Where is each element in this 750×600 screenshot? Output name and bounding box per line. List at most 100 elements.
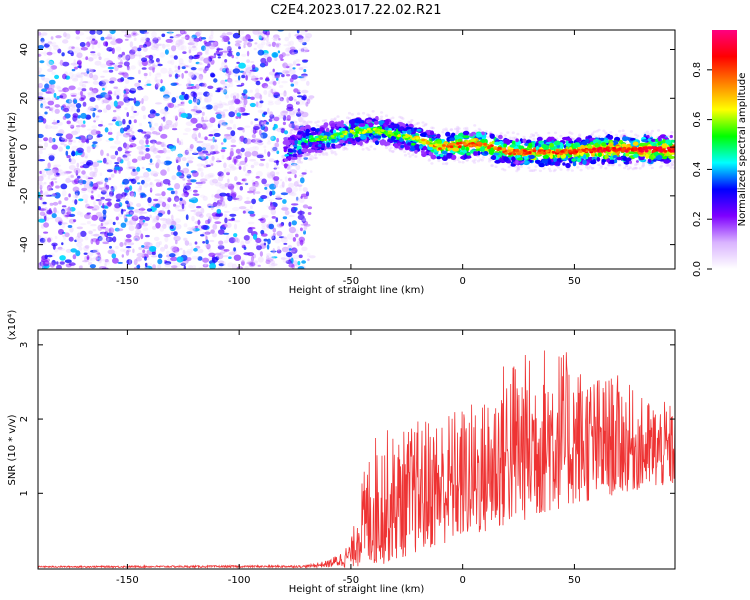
heatmap-cell: [217, 229, 225, 235]
heatmap-cell: [101, 80, 107, 83]
heatmap-cell: [84, 138, 89, 142]
heatmap-cell: [47, 169, 54, 175]
heatmap-cell: [62, 73, 67, 80]
heatmap-cell: [48, 42, 54, 45]
heatmap-cell: [281, 205, 287, 209]
heatmap-cell: [350, 113, 354, 116]
heatmap-cell: [114, 166, 121, 171]
heatmap-cell: [501, 167, 505, 171]
heatmap-cell: [220, 115, 226, 119]
heatmap-cell: [201, 37, 207, 40]
heatmap-cell: [258, 163, 264, 167]
heatmap-cell: [254, 260, 258, 264]
heatmap-cell: [170, 265, 178, 269]
heatmap-cell: [162, 147, 167, 154]
heatmap-cell: [161, 207, 165, 213]
heatmap-cell: [445, 162, 449, 165]
heatmap-cell: [174, 195, 180, 202]
heatmap-cell: [175, 205, 181, 208]
heatmap-cell: [233, 247, 237, 252]
heatmap-cell: [306, 252, 311, 258]
heatmap-cell: [228, 82, 234, 88]
heatmap-cell: [145, 147, 150, 152]
heatmap-cell: [298, 254, 303, 259]
heatmap-cell: [72, 105, 76, 109]
heatmap-cell: [205, 144, 213, 151]
heatmap-cell: [88, 57, 94, 62]
heatmap-cell: [175, 239, 178, 245]
heatmap-cell: [104, 93, 110, 100]
heatmap-cell: [51, 121, 59, 125]
heatmap-cell: [38, 83, 43, 88]
heatmap-cell: [424, 123, 428, 127]
heatmap-cell: [614, 158, 618, 164]
heatmap-cell: [282, 216, 288, 220]
heatmap-cell: [61, 208, 66, 215]
heatmap-cell: [85, 81, 91, 84]
heatmap-cell: [60, 142, 65, 145]
heatmap-cell: [128, 225, 135, 232]
heatmap-cell: [276, 230, 283, 237]
heatmap-cell: [98, 236, 106, 242]
heatmap-cell: [241, 53, 247, 57]
heatmap-cell: [258, 129, 262, 136]
heatmap-cell: [222, 50, 229, 53]
heatmap-cell: [76, 54, 80, 58]
heatmap-cell: [261, 82, 269, 89]
heatmap-cell: [190, 109, 194, 112]
heatmap-cell: [191, 215, 195, 222]
heatmap-cell: [599, 164, 604, 168]
heatmap-cell: [289, 129, 293, 132]
heatmap-cell: [225, 94, 229, 99]
heatmap-cell: [236, 266, 243, 269]
heatmap-cell: [216, 208, 222, 214]
heatmap-cell: [84, 236, 89, 241]
heatmap-cell: [167, 47, 170, 51]
heatmap-cell: [645, 153, 649, 159]
heatmap-cell: [124, 78, 130, 85]
heatmap-cell: [54, 104, 61, 108]
heatmap-cell: [82, 101, 87, 107]
heatmap-cell: [110, 155, 116, 160]
heatmap-cell: [211, 155, 215, 161]
heatmap-cell: [52, 201, 59, 206]
heatmap-cell: [473, 158, 477, 162]
heatmap-cell: [245, 170, 253, 175]
heatmap-cell: [243, 44, 246, 49]
heatmap-cell: [106, 60, 114, 67]
heatmap-cell: [277, 50, 281, 54]
heatmap-cell: [123, 88, 130, 92]
heatmap-cell: [338, 127, 346, 131]
heatmap-cell: [95, 238, 100, 245]
heatmap-cell: [203, 40, 207, 44]
heatmap-cell: [210, 144, 215, 150]
heatmap-cell: [153, 236, 160, 241]
heatmap-cell: [648, 159, 652, 163]
heatmap-cell: [99, 199, 104, 203]
heatmap-cell: [53, 164, 57, 168]
heatmap-cell: [157, 264, 162, 269]
heatmap-cell: [71, 150, 76, 157]
heatmap-cell: [288, 248, 292, 251]
heatmap-cell: [462, 130, 470, 136]
heatmap-cell: [296, 196, 299, 201]
heatmap-cell: [576, 157, 582, 163]
heatmap-cell: [470, 138, 477, 142]
heatmap-cell: [235, 56, 238, 59]
heatmap-cell: [196, 92, 203, 96]
heatmap-cell: [614, 133, 619, 137]
heatmap-cell: [334, 153, 338, 156]
heatmap-cell: [598, 146, 603, 150]
heatmap-cell: [150, 170, 158, 176]
heatmap-cell: [67, 175, 75, 179]
heatmap-cell: [181, 203, 185, 210]
heatmap-cell: [50, 125, 59, 130]
heatmap-cell: [312, 141, 319, 145]
heatmap-cell: [112, 185, 118, 191]
heatmap-cell: [287, 137, 291, 141]
heatmap-cell: [145, 138, 149, 145]
heatmap-cell: [97, 214, 104, 221]
heatmap-cell: [264, 61, 269, 67]
heatmap-cell: [67, 88, 74, 91]
